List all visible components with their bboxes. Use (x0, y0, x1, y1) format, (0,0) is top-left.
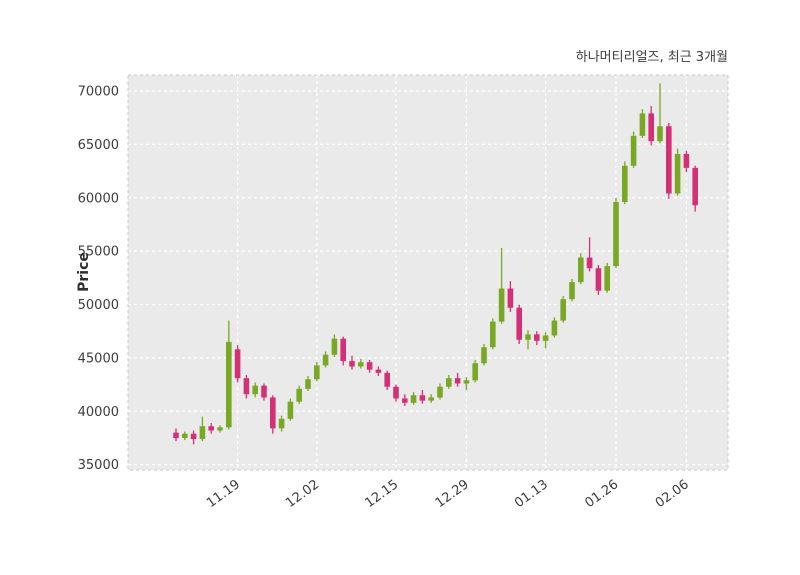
x-tick-label: 01.26 (582, 477, 621, 511)
candle-body (490, 321, 496, 348)
candle-body (410, 395, 417, 403)
candle-body (613, 202, 619, 267)
candle-body (648, 113, 654, 142)
candle-body (569, 282, 575, 300)
candle-body (481, 347, 487, 364)
candle-body (437, 386, 443, 398)
candle-body (525, 334, 531, 340)
candle-body (182, 433, 188, 438)
candle-body (402, 398, 408, 403)
candle-body (217, 427, 223, 431)
candle-body (349, 361, 355, 367)
candle-body (366, 362, 373, 370)
candle-body (657, 126, 663, 142)
candle-body (586, 257, 593, 269)
candle-body (252, 385, 258, 395)
candle-body (472, 363, 478, 381)
x-tick-label: 12.15 (362, 477, 401, 511)
y-tick-label: 40000 (78, 405, 119, 420)
candle-body (534, 334, 540, 341)
candle-body (551, 320, 558, 336)
candle-body (542, 335, 549, 341)
candle-body (454, 378, 461, 384)
candle-body (578, 257, 584, 283)
candle-body (666, 126, 672, 194)
candle-body (604, 266, 610, 291)
candle-body (463, 380, 470, 384)
candle-body (446, 378, 452, 387)
candle-body (305, 379, 311, 389)
candle-body (226, 341, 232, 428)
candle-body (375, 369, 382, 373)
candle-body (516, 307, 522, 340)
candle-body (358, 362, 364, 367)
candle-body (393, 386, 399, 399)
candle-body (683, 154, 690, 168)
x-tick-label: 01.13 (512, 477, 551, 511)
candle-body (278, 418, 285, 429)
candle-body (630, 135, 637, 166)
candle-body (243, 378, 250, 395)
y-tick-label: 60000 (78, 191, 119, 206)
y-tick-label: 50000 (78, 298, 119, 313)
candle-body (498, 288, 505, 322)
x-tick-label: 12.02 (283, 477, 322, 511)
y-tick-label: 45000 (78, 351, 119, 366)
y-tick-label: 35000 (78, 458, 119, 473)
candle-body (595, 268, 602, 291)
candle-body (560, 299, 566, 321)
candle-body (322, 354, 329, 366)
candle-body (208, 426, 214, 431)
candle-body (296, 388, 302, 402)
candle-body (692, 167, 698, 206)
candle-body (261, 385, 267, 398)
candle-body (314, 365, 320, 380)
candle-body (340, 338, 346, 362)
candle-body (419, 395, 426, 401)
candle-body (639, 113, 646, 136)
plot-border (127, 74, 729, 471)
candle-body (674, 154, 681, 194)
candle-body (234, 349, 241, 379)
chart-title: 하나머티리얼즈, 최근 3개월 (575, 50, 728, 65)
candle-body (190, 433, 197, 440)
candle-body (507, 288, 514, 308)
candle-body (287, 401, 294, 419)
candle-body (622, 165, 628, 203)
y-tick-label: 65000 (78, 138, 119, 153)
y-tick-label: 55000 (78, 245, 119, 260)
x-tick-label: 11.19 (204, 477, 243, 511)
candle-body (270, 397, 276, 429)
y-axis-label: Price (76, 252, 92, 292)
x-tick-label: 12.29 (433, 477, 472, 511)
candle-body (384, 372, 390, 387)
x-tick-label: 02.06 (653, 477, 692, 511)
y-tick-label: 70000 (78, 85, 119, 100)
candle-body (199, 426, 206, 440)
candle-body (173, 432, 179, 438)
candle-body (428, 397, 434, 401)
candle-body (331, 338, 338, 355)
